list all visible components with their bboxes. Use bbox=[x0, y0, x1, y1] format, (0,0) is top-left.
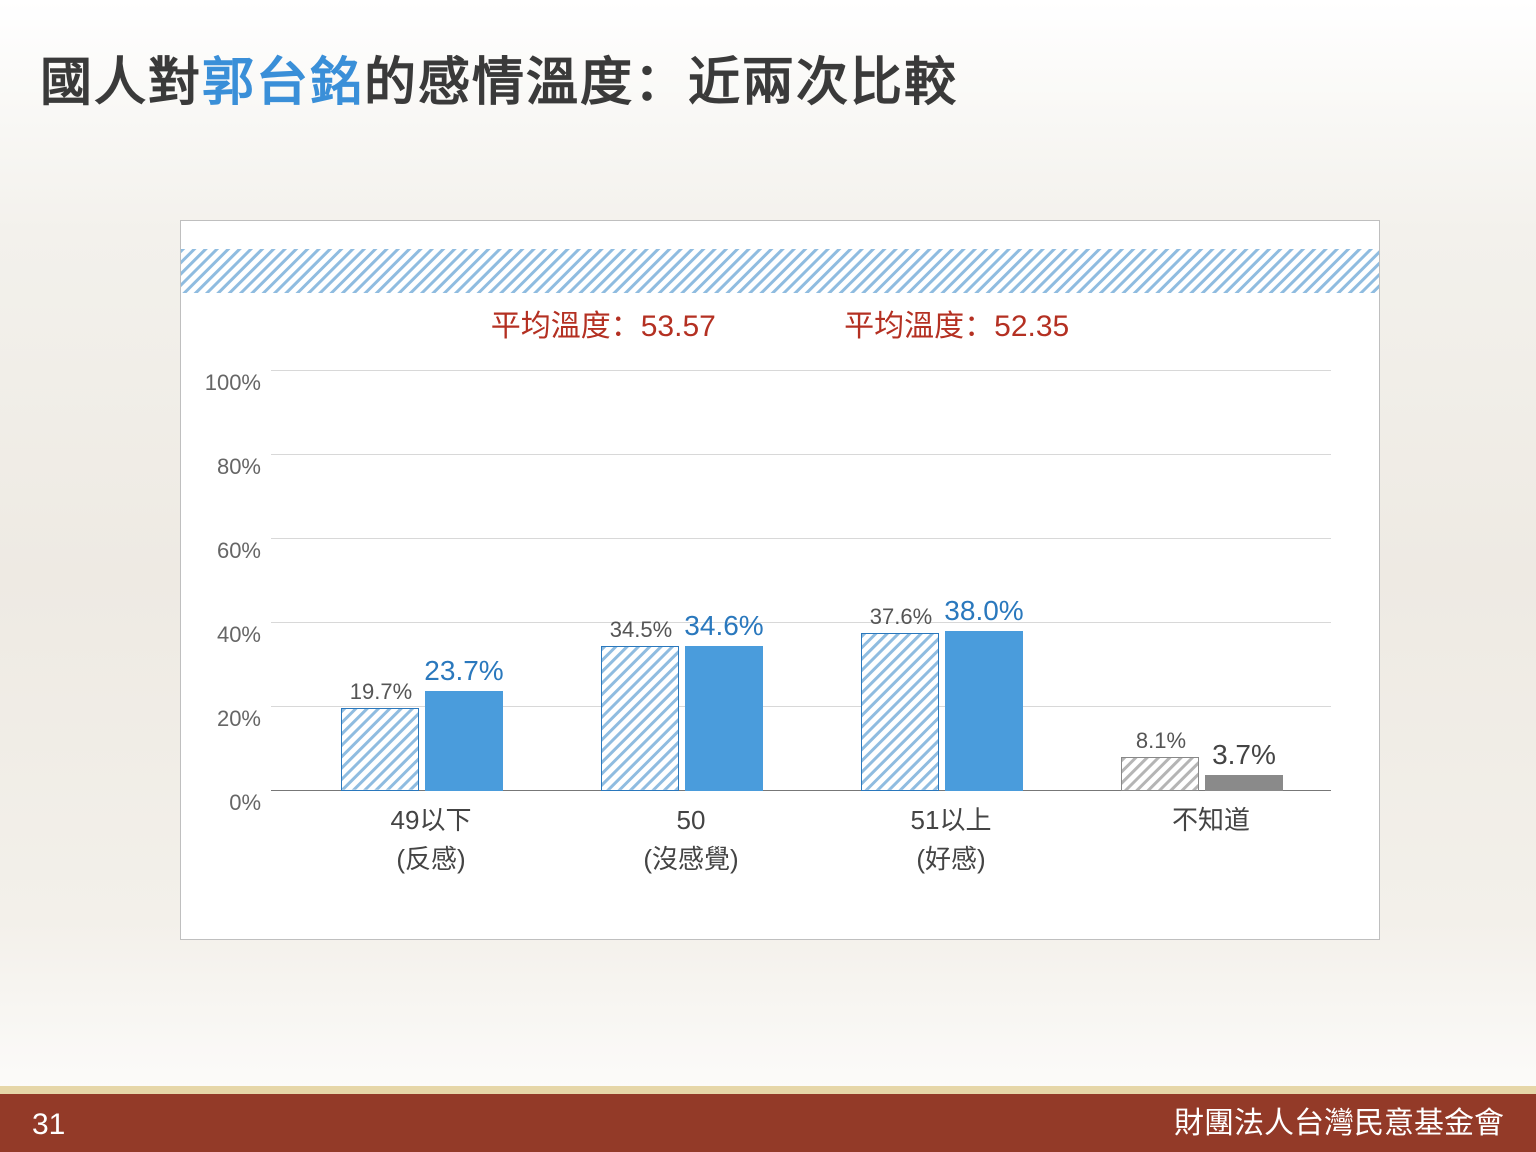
gridline bbox=[271, 370, 1331, 371]
bar-series-2: 34.6% bbox=[685, 646, 763, 791]
x-category-label: 51以上(好感) bbox=[851, 801, 1051, 879]
legend: 2023-4月 2023-6月 bbox=[181, 249, 1379, 293]
bar-series-1: 19.7% bbox=[341, 708, 419, 791]
average-row: 平均溫度：53.57 平均溫度：52.35 bbox=[181, 301, 1379, 345]
x-category-line2: (反感) bbox=[331, 840, 531, 879]
chart-container: 2023-4月 2023-6月 平均溫度：53.57 平均溫度：52.35 0%… bbox=[180, 220, 1380, 940]
legend-item-1: 2023-4月 bbox=[540, 249, 695, 293]
x-category-line1: 不知道 bbox=[1111, 801, 1311, 840]
avg-2: 平均溫度：52.35 bbox=[844, 301, 1069, 345]
x-category-line2: (沒感覺) bbox=[591, 840, 791, 879]
title-highlight: 郭台銘 bbox=[202, 54, 364, 112]
title-prefix: 國人對 bbox=[40, 54, 202, 112]
bar-series-2: 38.0% bbox=[945, 631, 1023, 791]
gridline bbox=[271, 454, 1331, 455]
y-tick-label: 0% bbox=[201, 790, 261, 816]
x-category-line1: 51以上 bbox=[851, 801, 1051, 840]
bar-value-label: 3.7% bbox=[1184, 739, 1304, 775]
x-category-line2: (好感) bbox=[851, 840, 1051, 879]
organization-name: 財團法人台灣民意基金會 bbox=[1174, 1098, 1504, 1142]
bar-series-2: 23.7% bbox=[425, 691, 503, 791]
y-tick-label: 20% bbox=[201, 706, 261, 732]
slide-title: 國人對郭台銘的感情溫度：近兩次比較 bbox=[40, 40, 958, 115]
x-category-label: 50(沒感覺) bbox=[591, 801, 791, 879]
bar-value-label: 23.7% bbox=[404, 655, 524, 691]
x-category-line1: 49以下 bbox=[331, 801, 531, 840]
bar-value-label: 34.6% bbox=[664, 610, 784, 646]
page-number: 31 bbox=[32, 1108, 65, 1142]
x-category-line1: 50 bbox=[591, 801, 791, 840]
bar-series-1: 37.6% bbox=[861, 633, 939, 791]
y-tick-label: 80% bbox=[201, 454, 261, 480]
bar-value-label: 38.0% bbox=[924, 595, 1044, 631]
plot-area: 0%20%40%60%80%100%19.7%23.7%34.5%34.6%37… bbox=[271, 371, 1331, 791]
y-tick-label: 40% bbox=[201, 622, 261, 648]
footer-accent bbox=[0, 1086, 1536, 1094]
y-tick-label: 60% bbox=[201, 538, 261, 564]
footer-bar: 31 財團法人台灣民意基金會 bbox=[0, 1094, 1536, 1152]
avg-1: 平均溫度：53.57 bbox=[491, 301, 716, 345]
title-suffix: 的感情溫度：近兩次比較 bbox=[364, 54, 958, 112]
bar-series-2: 3.7% bbox=[1205, 775, 1283, 791]
bar-series-1: 34.5% bbox=[601, 646, 679, 791]
y-tick-label: 100% bbox=[201, 370, 261, 396]
gridline bbox=[271, 538, 1331, 539]
x-category-label: 不知道 bbox=[1111, 801, 1311, 840]
x-category-label: 49以下(反感) bbox=[331, 801, 531, 879]
legend-swatch-hatched bbox=[540, 263, 564, 287]
gridline bbox=[271, 622, 1331, 623]
